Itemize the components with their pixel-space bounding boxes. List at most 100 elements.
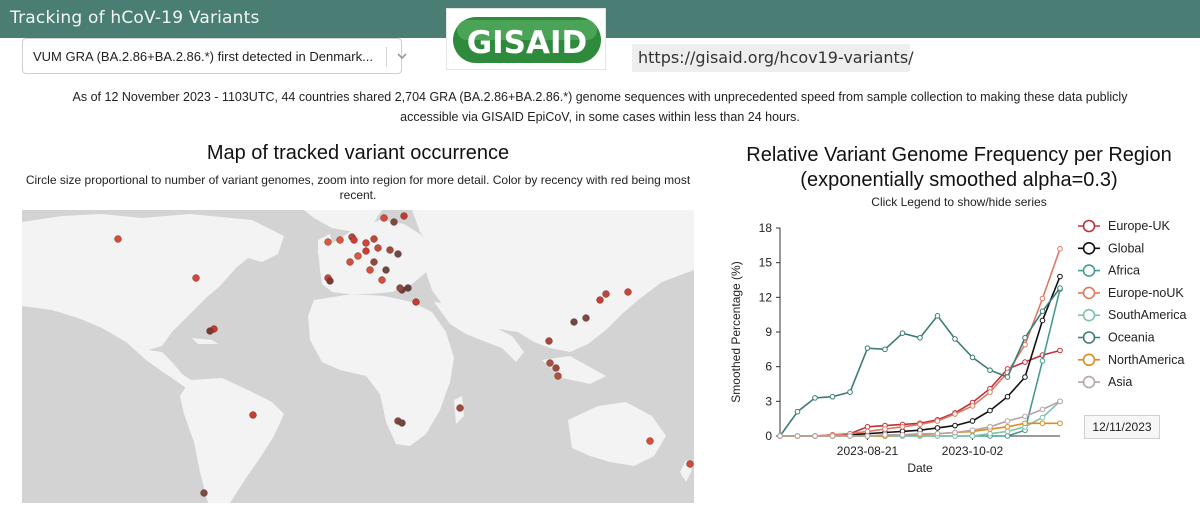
y-tick-label: 9 <box>765 325 772 339</box>
legend-swatch <box>1082 241 1096 255</box>
variant-location-dot[interactable] <box>602 290 610 298</box>
variant-location-dot[interactable] <box>114 235 122 243</box>
variant-location-dot[interactable] <box>336 236 344 244</box>
landmass <box>412 210 694 352</box>
data-point <box>917 421 923 428</box>
data-point <box>987 407 993 414</box>
y-axis-label: Smoothed Percentage (%) <box>729 261 743 402</box>
variant-location-dot[interactable] <box>394 250 402 258</box>
data-point <box>917 430 923 437</box>
data-point <box>969 354 976 361</box>
date-badge: 12/11/2023 <box>1084 415 1160 439</box>
variant-location-dot[interactable] <box>386 246 394 254</box>
variant-location-dot[interactable] <box>370 235 378 243</box>
data-point <box>829 433 836 439</box>
legend-label: NorthAmerica <box>1108 353 1184 367</box>
data-point <box>1057 347 1063 354</box>
data-point <box>934 425 941 431</box>
legend-item-africa[interactable]: Africa <box>1078 264 1140 278</box>
legend-item-oceania[interactable]: Oceania <box>1078 331 1155 345</box>
variant-location-dot[interactable] <box>456 404 464 412</box>
data-point <box>1039 308 1046 314</box>
chevron-down-icon[interactable] <box>395 49 409 63</box>
variant-location-dot[interactable] <box>404 284 412 292</box>
data-point <box>934 418 941 424</box>
data-point <box>1022 413 1028 420</box>
landmass <box>318 220 434 294</box>
variant-location-dot[interactable] <box>624 288 632 296</box>
data-point <box>917 334 923 341</box>
y-tick-label: 0 <box>765 429 772 443</box>
variant-location-dot[interactable] <box>366 266 374 274</box>
variant-location-dot[interactable] <box>326 277 334 285</box>
variant-location-dot[interactable] <box>400 212 408 220</box>
frequency-chart: 0 3 6 9 12 15 18 2023-08-21 2023-10-02 Date Smooth… <box>718 210 1200 503</box>
variant-location-dot[interactable] <box>596 296 604 304</box>
variant-location-dot[interactable] <box>380 214 388 222</box>
data-point <box>794 433 801 439</box>
x-tick-label: 2023-10-02 <box>942 444 1004 458</box>
variant-location-dot[interactable] <box>350 236 358 244</box>
landmass <box>624 272 642 308</box>
data-point <box>847 389 853 395</box>
variant-location-dot[interactable] <box>200 489 208 497</box>
variant-location-dot[interactable] <box>324 238 332 246</box>
legend-item-northamerica[interactable]: NorthAmerica <box>1078 353 1184 367</box>
data-point <box>1039 317 1046 324</box>
y-tick-label: 6 <box>765 360 772 374</box>
legend-label: Europe-UK <box>1108 219 1170 233</box>
data-point <box>794 408 801 415</box>
data-point <box>1004 428 1011 435</box>
series-line-europe-nouk <box>780 248 1061 437</box>
variant-location-dot[interactable] <box>686 460 694 468</box>
landmass <box>308 294 454 446</box>
legend-item-europe-nouk[interactable]: Europe-noUK <box>1078 286 1184 300</box>
variant-location-dot[interactable] <box>412 298 420 306</box>
variant-location-dot[interactable] <box>362 239 370 247</box>
data-point <box>847 433 853 439</box>
variant-location-dot[interactable] <box>378 276 386 284</box>
data-point <box>952 336 958 342</box>
variant-location-dot[interactable] <box>249 411 257 419</box>
legend-item-global[interactable]: Global <box>1078 241 1144 255</box>
variant-location-dot[interactable] <box>554 372 562 380</box>
variant-location-dot[interactable] <box>192 274 200 282</box>
y-tick-label: 18 <box>759 221 773 235</box>
variant-location-dot[interactable] <box>382 266 390 274</box>
legend-item-europe-uk[interactable]: Europe-UK <box>1078 219 1170 233</box>
legend-item-southamerica[interactable]: SouthAmerica <box>1078 308 1187 322</box>
data-point <box>864 428 871 435</box>
variant-location-dot[interactable] <box>582 314 590 322</box>
variant-location-dot[interactable] <box>545 337 553 345</box>
landmass <box>434 302 524 362</box>
variant-location-dot[interactable] <box>206 327 214 335</box>
select-divider <box>386 47 387 67</box>
data-point <box>934 313 941 319</box>
variant-location-dot[interactable] <box>362 247 370 255</box>
variant-location-dot[interactable] <box>390 218 398 226</box>
variant-location-dot[interactable] <box>354 252 362 260</box>
data-point <box>934 430 941 437</box>
variant-map[interactable] <box>22 210 694 503</box>
variant-location-dot[interactable] <box>546 359 554 367</box>
data-point <box>1004 374 1011 380</box>
gisaid-url[interactable]: https://gisaid.org/hcov19-variants/ <box>632 44 914 72</box>
variant-location-dot[interactable] <box>646 437 654 445</box>
intro-text: As of 12 November 2023 - 1103UTC, 44 cou… <box>72 90 1128 124</box>
variant-location-dot[interactable] <box>370 258 378 266</box>
variant-location-dot[interactable] <box>398 419 406 427</box>
variant-location-dot[interactable] <box>396 284 404 292</box>
legend-item-asia[interactable]: Asia <box>1078 375 1132 389</box>
landmass <box>126 342 194 388</box>
variant-select-value: VUM GRA (BA.2.86+BA.2.86.*) first detect… <box>33 49 373 64</box>
app-title: Tracking of hCoV-19 Variants <box>10 8 260 28</box>
variant-select[interactable]: VUM GRA (BA.2.86+BA.2.86.*) first detect… <box>22 38 407 74</box>
variant-location-dot[interactable] <box>552 364 560 372</box>
variant-location-dot[interactable] <box>374 244 382 252</box>
data-point <box>1057 398 1063 405</box>
landmass <box>192 338 218 344</box>
variant-location-dot[interactable] <box>570 318 578 326</box>
variant-location-dot[interactable] <box>346 258 354 266</box>
data-point <box>882 432 888 438</box>
legend-label: Global <box>1108 241 1144 255</box>
